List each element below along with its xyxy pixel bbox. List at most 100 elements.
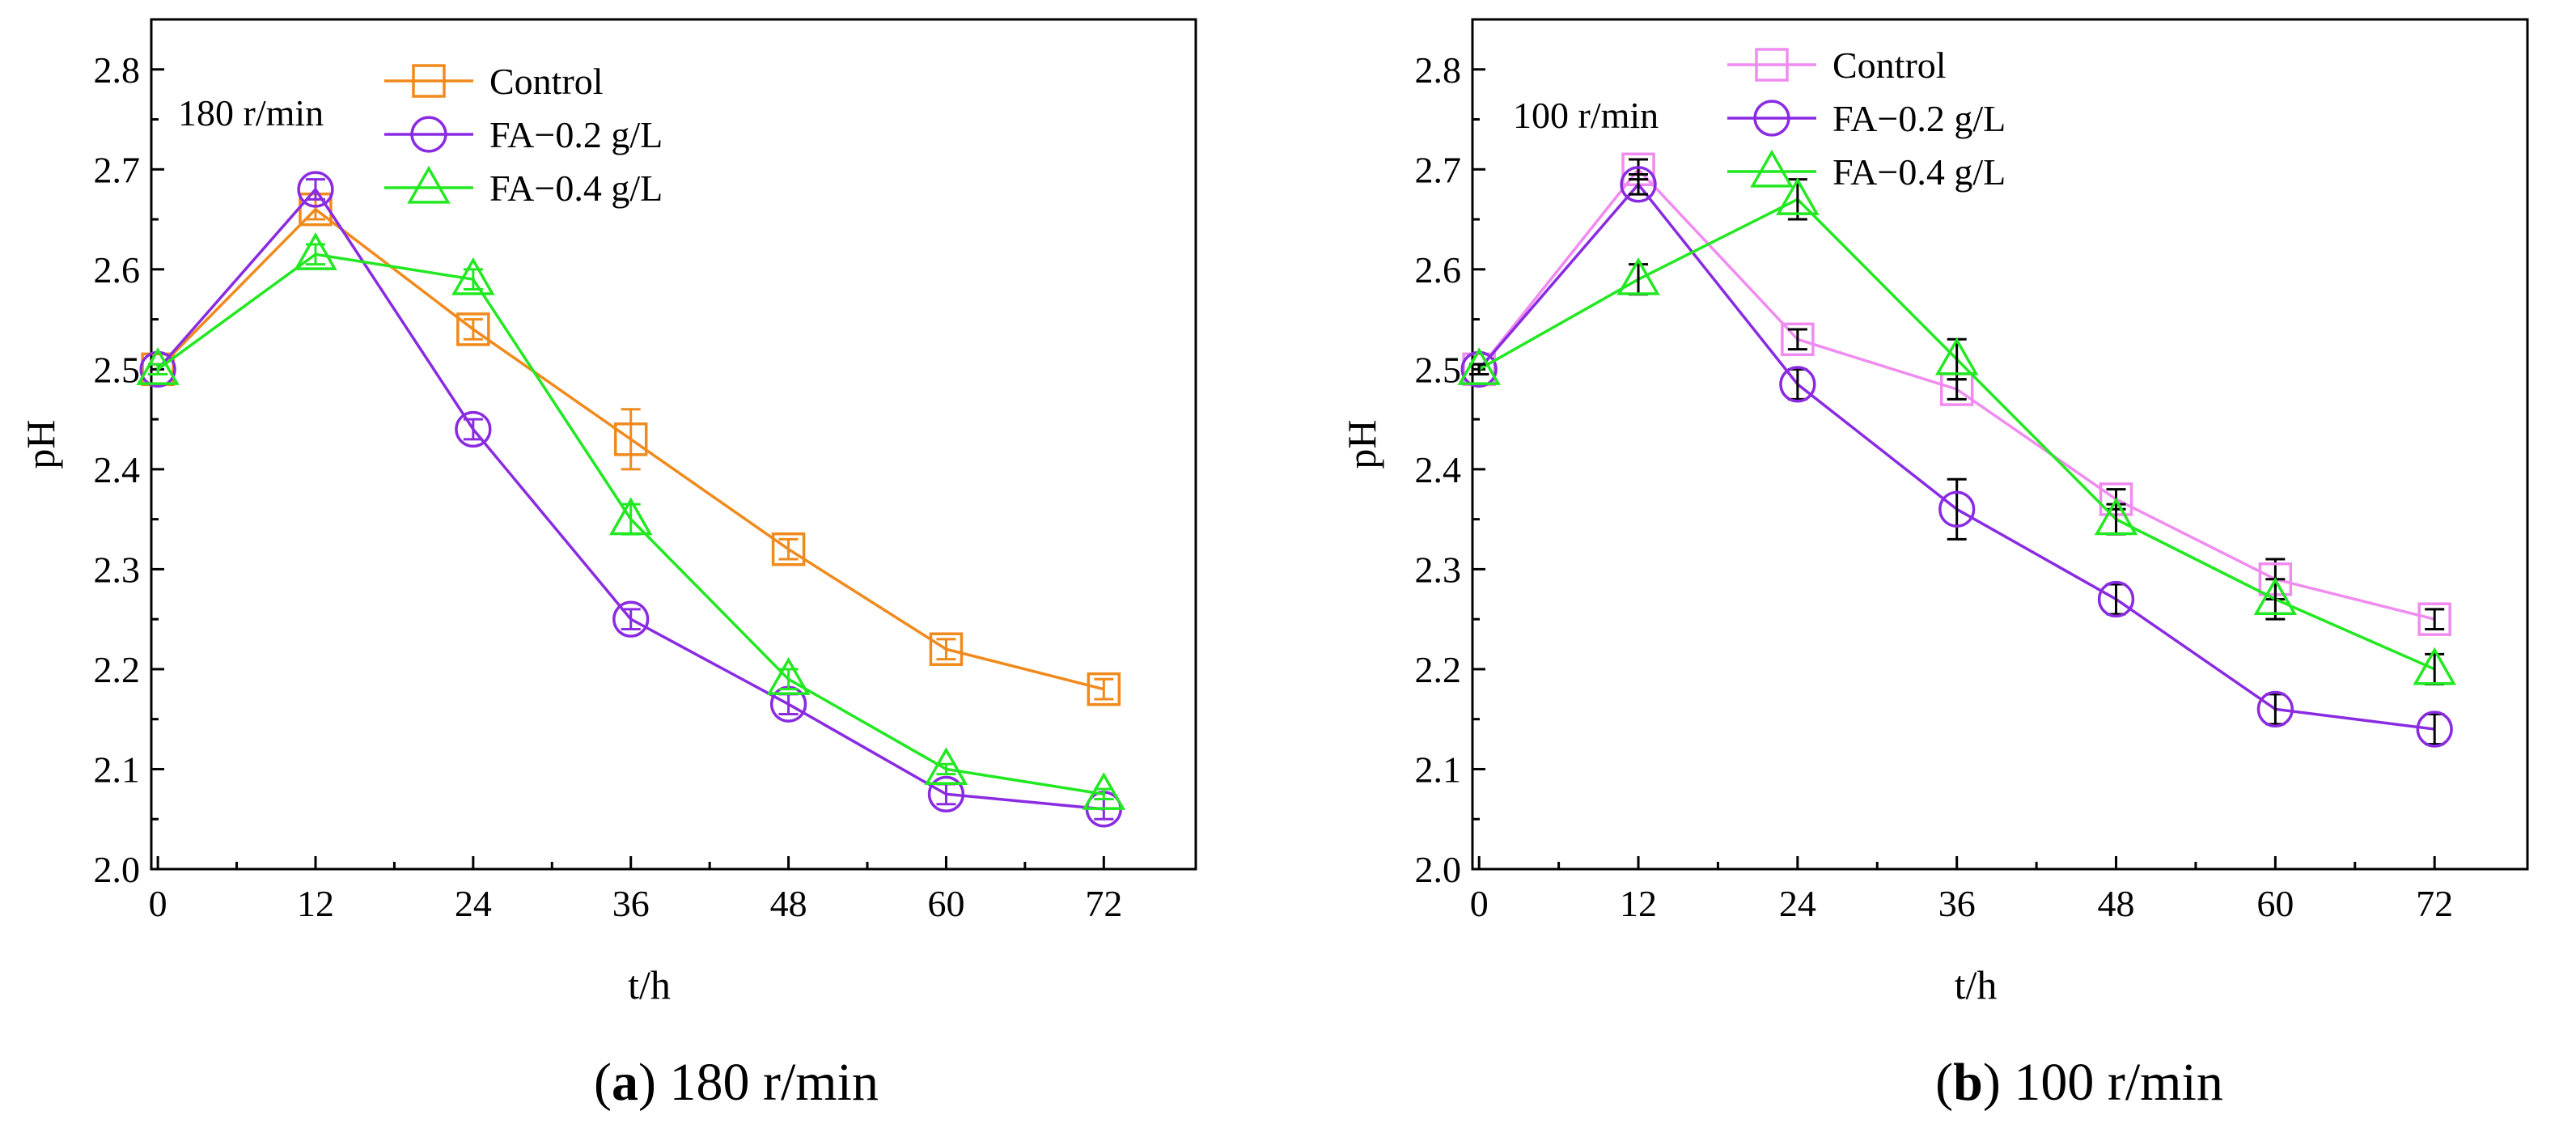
error-bar	[1094, 787, 1114, 801]
data-point	[1620, 166, 1657, 203]
error-bar	[1947, 477, 1967, 541]
data-point	[2417, 602, 2451, 636]
error-bar	[936, 638, 956, 661]
data-point	[612, 600, 650, 638]
y-tick-label: 2.8	[94, 49, 141, 91]
data-point	[2256, 690, 2294, 728]
y-tick-label: 2.0	[94, 849, 141, 890]
series-2	[1457, 177, 2456, 685]
data-point	[1779, 366, 1816, 403]
y-tick-label: 2.7	[94, 149, 141, 190]
data-point	[613, 422, 648, 456]
x-tick-label: 72	[2416, 883, 2453, 924]
data-point	[2413, 647, 2456, 685]
plot-frame	[1471, 18, 2529, 871]
data-point	[294, 232, 337, 270]
data-point	[2253, 577, 2298, 616]
x-tick-label: 0	[1470, 883, 1489, 924]
y-axis-label: pH	[18, 419, 63, 469]
data-point	[451, 257, 495, 295]
panel-annotation: 100 r/min	[1513, 95, 1659, 136]
panel-annotation: 180 r/min	[178, 92, 324, 134]
error-bar	[1947, 378, 1967, 401]
error-bar	[1629, 172, 1649, 196]
y-tick-label: 2.4	[94, 449, 141, 490]
data-point	[455, 410, 492, 448]
caption-a: (a) 180 r/min	[594, 1053, 879, 1112]
error-bar	[778, 537, 799, 561]
error-bar	[778, 693, 799, 716]
chart-panel-a: 2.0 2.1 2.2 2.3 2.4 2.5 2.6 2.7 2.8 pH 0 12 24 36 48 60…	[18, 18, 1197, 1007]
y-tick-label: 2.3	[1415, 549, 1462, 590]
x-tick-label: 0	[149, 883, 167, 924]
error-bar	[1787, 328, 1807, 351]
legend-label: FA−0.4 g/L	[1832, 151, 2006, 193]
error-bar	[621, 608, 641, 631]
y-tick-label: 2.4	[1415, 449, 1462, 490]
x-tick-label: 24	[455, 883, 492, 924]
series-line	[1477, 182, 2435, 731]
x-axis: 0 12 24 36 48 60 72	[149, 856, 1122, 924]
chart-panel-b: 2.0 2.1 2.2 2.3 2.4 2.5 2.6 2.7 2.8 pH 0 12 24 36 48 60…	[1339, 18, 2529, 1007]
y-axis-label: pH	[1339, 419, 1384, 469]
error-bar	[1094, 677, 1114, 701]
x-tick-label: 72	[1085, 883, 1122, 924]
data-point	[136, 347, 180, 385]
caption-b-letter: b	[1953, 1053, 1983, 1112]
x-axis-label: t/h	[1955, 962, 1998, 1007]
error-bar	[463, 318, 483, 341]
y-tick-label: 2.1	[1415, 749, 1462, 790]
x-tick-label: 36	[612, 883, 650, 924]
x-axis-label: t/h	[628, 962, 671, 1007]
error-bar	[2425, 608, 2445, 631]
legend-label: Control	[1832, 45, 1947, 86]
legend-marker	[1750, 149, 1794, 188]
data-point	[2416, 710, 2453, 748]
x-tick-label: 48	[770, 883, 807, 924]
y-axis: 2.0 2.1 2.2 2.3 2.4 2.5 2.6 2.7 2.8	[1415, 49, 1485, 890]
y-tick-label: 2.1	[94, 749, 141, 790]
error-bar	[621, 408, 641, 471]
y-tick-label: 2.8	[1415, 49, 1462, 91]
data-point	[771, 532, 806, 566]
y-axis: 2.0 2.1 2.2 2.3 2.4 2.5 2.6 2.7 2.8	[94, 49, 164, 890]
legend-label: FA−0.4 g/L	[489, 168, 663, 209]
x-tick-label: 48	[2098, 883, 2135, 924]
chart-canvas: 2.0 2.1 2.2 2.3 2.4 2.5 2.6 2.7 2.8 pH 0 12 24 36 48 60…	[18, 18, 2529, 1007]
y-tick-label: 2.5	[94, 349, 141, 390]
data-point	[1938, 490, 1976, 528]
error-bar	[2425, 652, 2445, 685]
data-point	[1087, 672, 1121, 706]
data-point	[1776, 177, 1820, 215]
error-bar	[148, 363, 168, 376]
y-tick-label: 2.2	[1415, 649, 1462, 690]
plot-frame	[150, 18, 1197, 871]
legend-marker	[407, 165, 451, 204]
y-tick-label: 2.0	[1415, 849, 1462, 890]
legend-label: FA−0.2 g/L	[489, 114, 663, 155]
data-point	[766, 657, 811, 695]
x-tick-label: 24	[1779, 883, 1816, 924]
legend-marker	[1755, 48, 1789, 82]
y-tick-label: 2.2	[94, 649, 141, 690]
error-bar	[1629, 263, 1649, 296]
data-point	[1082, 772, 1126, 810]
x-tick-label: 12	[297, 883, 334, 924]
series-1	[1460, 166, 2453, 748]
y-tick-label: 2.5	[1415, 349, 1462, 390]
y-tick-label: 2.6	[94, 249, 141, 291]
data-point	[1616, 257, 1660, 295]
data-point	[297, 171, 334, 208]
data-point	[929, 632, 964, 666]
legend-label: Control	[489, 61, 604, 102]
series-0	[1462, 152, 2451, 636]
error-bar	[1469, 363, 1489, 376]
x-tick-label: 60	[2256, 883, 2294, 924]
error-bar	[936, 762, 956, 776]
error-bar	[2106, 583, 2126, 616]
caption-b-text: 100 r/min	[2014, 1053, 2223, 1112]
data-point	[1781, 322, 1815, 357]
series-2	[136, 232, 1126, 810]
legend-marker	[412, 64, 446, 98]
data-point	[608, 497, 653, 536]
